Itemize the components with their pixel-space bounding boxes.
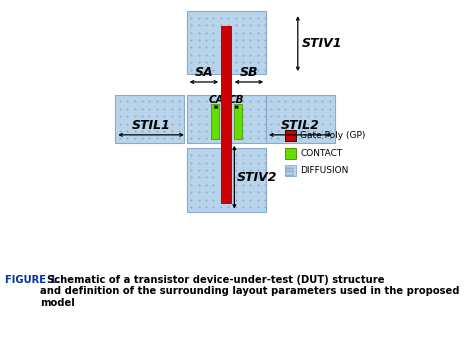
Bar xyxy=(284,147,296,159)
Bar xyxy=(284,131,296,141)
Text: Gate Poly (GP): Gate Poly (GP) xyxy=(301,132,366,140)
Text: DIFFUSION: DIFFUSION xyxy=(301,166,349,175)
Text: Schematic of a transistor device-under-test (DUT) structure
and definition of th: Schematic of a transistor device-under-t… xyxy=(40,275,460,308)
Text: STIL2: STIL2 xyxy=(281,119,320,132)
Text: CA: CA xyxy=(208,95,224,105)
Bar xyxy=(187,11,266,74)
Bar xyxy=(221,26,232,204)
Bar xyxy=(211,104,219,139)
Text: STIL1: STIL1 xyxy=(132,119,171,132)
Bar xyxy=(266,95,335,143)
Text: STIV2: STIV2 xyxy=(237,171,277,184)
Bar xyxy=(234,104,242,139)
Bar xyxy=(187,148,266,212)
Text: CONTACT: CONTACT xyxy=(301,148,343,158)
Text: SA: SA xyxy=(195,66,213,79)
Bar xyxy=(187,95,266,143)
Text: FIGURE 1.: FIGURE 1. xyxy=(5,275,60,284)
Bar xyxy=(284,165,296,176)
Bar xyxy=(115,95,184,143)
Text: CB: CB xyxy=(229,95,245,105)
Text: SB: SB xyxy=(240,66,258,79)
Text: STIV1: STIV1 xyxy=(302,37,342,50)
